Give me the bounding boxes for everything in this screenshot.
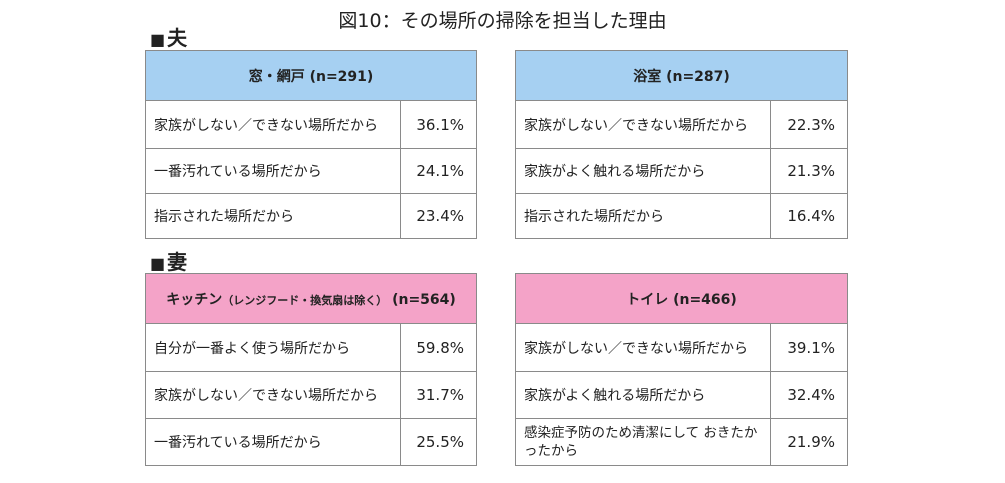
header-main: キッチン — [166, 291, 223, 308]
percent-cell: 21.3% — [770, 148, 848, 194]
header-n: (n=564) — [392, 291, 456, 308]
table-row: 家族がよく触れる場所だから 21.3% — [515, 148, 848, 194]
percent-cell: 31.7% — [400, 371, 477, 419]
percent-cell: 25.5% — [400, 418, 477, 466]
table-row: 一番汚れている場所だから 24.1% — [145, 148, 477, 194]
table-row: 指示された場所だから 23.4% — [145, 193, 477, 239]
table-row: 指示された場所だから 16.4% — [515, 193, 848, 239]
reason-cell: 家族がしない／できない場所だから — [145, 100, 401, 149]
table-row: 自分が一番よく使う場所だから 59.8% — [145, 323, 477, 372]
reason-cell: 家族がしない／できない場所だから — [145, 371, 401, 419]
reason-cell: 一番汚れている場所だから — [145, 148, 401, 194]
table-kitchen: キッチン（レンジフード・換気扇は除く） (n=564) 自分が一番よく使う場所だ… — [145, 273, 477, 466]
table-header: 浴室 (n=287) — [515, 50, 848, 101]
reason-cell: 家族がよく触れる場所だから — [515, 148, 771, 194]
table-row: 家族がよく触れる場所だから 32.4% — [515, 371, 848, 419]
percent-cell: 23.4% — [400, 193, 477, 239]
table-bathroom: 浴室 (n=287) 家族がしない／できない場所だから 22.3% 家族がよく触れ… — [515, 50, 848, 239]
reason-cell: 自分が一番よく使う場所だから — [145, 323, 401, 372]
percent-cell: 32.4% — [770, 371, 848, 419]
percent-cell: 39.1% — [770, 323, 848, 372]
table-header: トイレ (n=466) — [515, 273, 848, 324]
section-wife-text: 妻 — [167, 250, 188, 274]
section-husband-text: 夫 — [167, 26, 188, 50]
table-row: 家族がしない／できない場所だから 36.1% — [145, 100, 477, 149]
figure-title: 図10：その場所の掃除を担当した理由 — [338, 10, 667, 32]
percent-cell: 36.1% — [400, 100, 477, 149]
table-row: 家族がしない／できない場所だから 39.1% — [515, 323, 848, 372]
percent-cell: 59.8% — [400, 323, 477, 372]
square-bullet-icon: ■ — [150, 30, 166, 49]
percent-cell: 24.1% — [400, 148, 477, 194]
section-wife-label: ■ 妻 — [150, 246, 187, 275]
reason-cell: 指示された場所だから — [515, 193, 771, 239]
reason-cell: 家族がしない／できない場所だから — [515, 100, 771, 149]
table-header: キッチン（レンジフード・換気扇は除く） (n=564) — [145, 273, 477, 324]
reason-cell: 感染症予防のため清潔にして おきたかったから — [515, 418, 771, 466]
header-sub: （レンジフード・換気扇は除く） — [222, 293, 388, 307]
square-bullet-icon: ■ — [150, 254, 166, 273]
reason-cell: 一番汚れている場所だから — [145, 418, 401, 466]
percent-cell: 21.9% — [770, 418, 848, 466]
table-row: 感染症予防のため清潔にして おきたかったから 21.9% — [515, 418, 848, 466]
table-row: 一番汚れている場所だから 25.5% — [145, 418, 477, 466]
section-husband-label: ■ 夫 — [150, 22, 187, 51]
table-toilet: トイレ (n=466) 家族がしない／できない場所だから 39.1% 家族がよく触… — [515, 273, 848, 466]
percent-cell: 22.3% — [770, 100, 848, 149]
table-header: 窓・網戸 (n=291) — [145, 50, 477, 101]
table-row: 家族がしない／できない場所だから 31.7% — [145, 371, 477, 419]
percent-cell: 16.4% — [770, 193, 848, 239]
reason-cell: 指示された場所だから — [145, 193, 401, 239]
table-windows: 窓・網戸 (n=291) 家族がしない／できない場所だから 36.1% 一番汚れて… — [145, 50, 477, 239]
reason-cell: 家族がよく触れる場所だから — [515, 371, 771, 419]
table-row: 家族がしない／できない場所だから 22.3% — [515, 100, 848, 149]
reason-cell: 家族がしない／できない場所だから — [515, 323, 771, 372]
